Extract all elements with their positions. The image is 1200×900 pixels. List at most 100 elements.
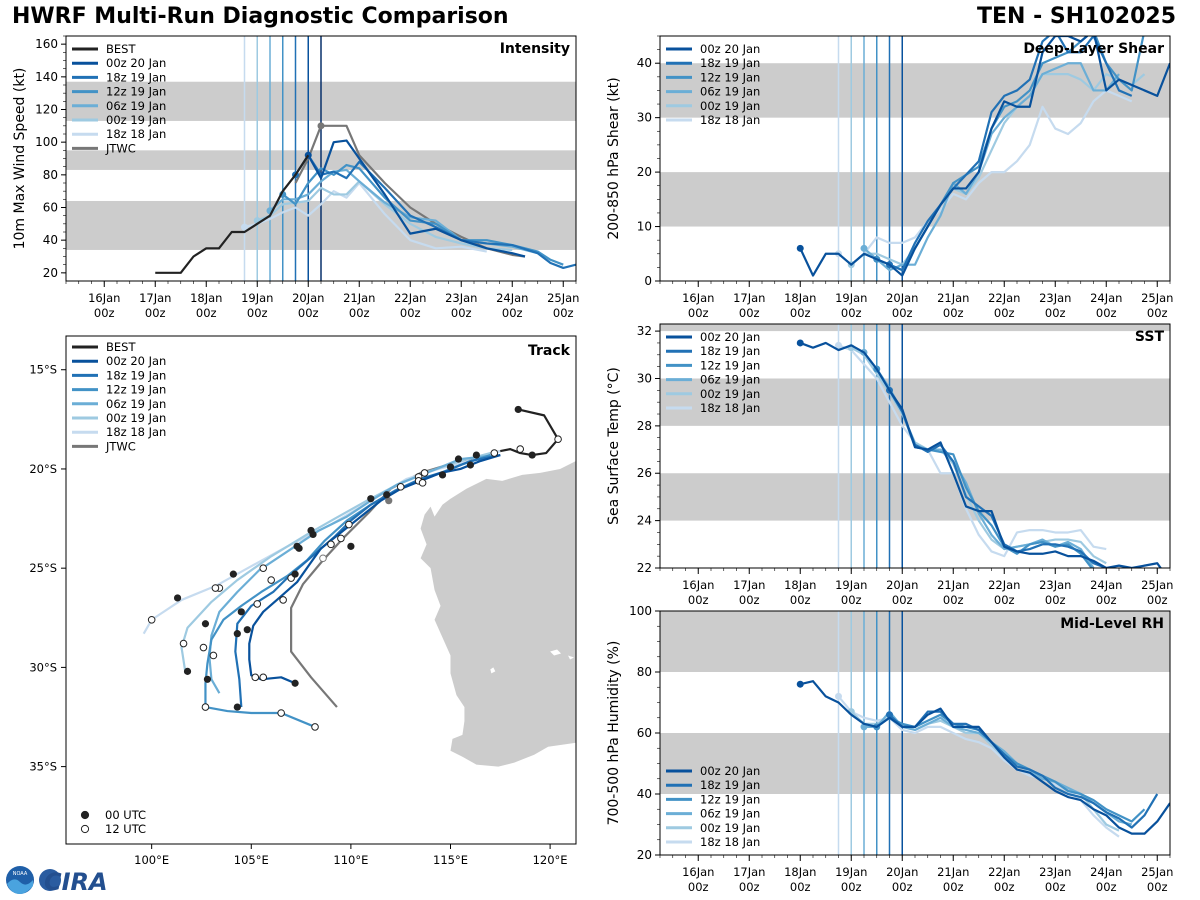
- noaa-wave: [7, 879, 33, 894]
- x-tick-label: 23Jan: [1039, 578, 1071, 592]
- series-line-best: [155, 154, 310, 274]
- x-tick-label: 00z: [943, 306, 964, 320]
- x-tick-label: 19Jan: [835, 578, 867, 592]
- legend-label: 18z 18 Jan: [700, 835, 760, 849]
- series-init-point: [796, 244, 804, 252]
- x-tick-label: 120°E: [533, 853, 568, 867]
- track-marker-00utc: [367, 495, 375, 503]
- track-marker-00utc: [454, 455, 463, 463]
- x-tick-label: 105°E: [234, 853, 269, 867]
- track-marker-12utc: [179, 639, 188, 648]
- x-tick-label: 00z: [1045, 306, 1066, 320]
- panel-rh: 2040608010016Jan00z17Jan00z18Jan00z19Jan…: [606, 604, 1173, 894]
- series-line-06z-19-jan: [864, 710, 1133, 826]
- legend-label: 00z 20 Jan: [700, 42, 760, 56]
- y-tick-label: 22: [637, 561, 652, 575]
- x-tick-label: 115°E: [433, 853, 468, 867]
- series-line-00z-20-jan: [799, 36, 1170, 277]
- x-tick-label: 22Jan: [988, 865, 1020, 879]
- legend-label: 00z 19 Jan: [700, 821, 760, 835]
- x-tick-label: 00z: [502, 306, 523, 320]
- x-tick-label: 00z: [790, 593, 811, 607]
- y-tick-label: 100: [35, 135, 58, 149]
- y-tick-label: 20°S: [29, 462, 57, 476]
- x-tick-label: 25Jan: [547, 291, 579, 305]
- panel-title: SST: [1135, 329, 1165, 345]
- legend-label: 00z 20 Jan: [106, 56, 166, 70]
- x-tick-label: 19Jan: [835, 865, 867, 879]
- series-line-00z-20-jan: [307, 139, 526, 258]
- y-tick-label: 40: [637, 787, 652, 801]
- x-tick-label: 17Jan: [733, 291, 765, 305]
- x-tick-label: 18Jan: [190, 291, 222, 305]
- legend-label: 18z 19 Jan: [700, 344, 760, 358]
- x-tick-label: 24Jan: [1090, 578, 1122, 592]
- track-marker-12utc: [490, 449, 499, 457]
- legend-label: 18z 19 Jan: [106, 368, 166, 382]
- legend-label: 00z 19 Jan: [106, 411, 166, 425]
- threshold-band: [660, 733, 1170, 794]
- series-line-18z-18-jan: [244, 181, 487, 253]
- track-marker-12utc: [516, 445, 525, 453]
- y-tick-label: 140: [35, 70, 58, 84]
- track-marker-12utc: [337, 534, 345, 543]
- threshold-band: [660, 172, 1170, 227]
- track-marker-00utc: [446, 463, 455, 471]
- x-tick-label: 00z: [1096, 593, 1117, 607]
- track-marker-12utc: [147, 615, 156, 624]
- x-tick-label: 00z: [247, 306, 268, 320]
- y-tick-label: 40: [637, 56, 652, 70]
- legend-label: 12z 19 Jan: [106, 85, 166, 99]
- track-marker-12utc: [396, 483, 405, 491]
- track-marker-00utc: [309, 530, 317, 539]
- legend-label: 18z 19 Jan: [700, 778, 760, 792]
- track-marker-00utc: [514, 405, 522, 414]
- track-marker-12utc: [345, 520, 353, 529]
- track-marker-00utc: [203, 675, 212, 683]
- track-marker-12utc: [420, 469, 429, 477]
- legend-label: 00z 20 Jan: [700, 330, 760, 344]
- y-tick-label: 40: [43, 233, 58, 247]
- x-tick-label: 19Jan: [241, 291, 273, 305]
- track-line-best: [500, 408, 560, 457]
- x-tick-label: 00z: [1045, 880, 1066, 894]
- y-tick-label: 28: [637, 419, 652, 433]
- track-marker-12utc: [251, 673, 260, 682]
- y-tick-label: 10: [637, 220, 652, 234]
- x-tick-label: 00z: [94, 306, 115, 320]
- track-marker-12utc: [211, 584, 220, 592]
- threshold-band: [660, 324, 1170, 332]
- y-axis-label: 700-500 hPa Humidity (%): [606, 641, 622, 826]
- x-tick-label: 22Jan: [394, 291, 426, 305]
- track-marker-00utc: [229, 570, 237, 578]
- x-tick-label: 00z: [790, 880, 811, 894]
- x-tick-label: 00z: [298, 306, 319, 320]
- legend-label: 18z 18 Jan: [700, 113, 760, 127]
- legend-label: 00z 20 Jan: [700, 764, 760, 778]
- x-tick-label: 00z: [688, 880, 709, 894]
- track-marker-00utc: [385, 497, 393, 505]
- x-tick-label: 00z: [739, 880, 760, 894]
- panel-title: Deep-Layer Shear: [1023, 41, 1164, 57]
- y-tick-label: 15°S: [29, 363, 57, 377]
- y-tick-label: 80: [637, 665, 652, 679]
- track-marker-12utc: [209, 651, 218, 660]
- series-line-00z-19-jan: [256, 180, 513, 252]
- track-marker-00utc: [233, 703, 241, 711]
- noaa-logo-text: NOAA: [13, 871, 28, 877]
- track-marker-00utc: [466, 461, 475, 469]
- inland-lake: [490, 667, 496, 674]
- legend-label: 18z 19 Jan: [700, 56, 760, 70]
- x-tick-label: 21Jan: [937, 291, 969, 305]
- x-tick-label: 00z: [892, 880, 913, 894]
- series-init-point: [835, 341, 842, 349]
- series-line-00z-20-jan: [799, 341, 1163, 568]
- x-tick-label: 24Jan: [1090, 865, 1122, 879]
- track-marker-12utc: [259, 564, 268, 572]
- track-marker-00utc: [291, 570, 299, 578]
- legend-label: 12z 19 Jan: [700, 358, 760, 372]
- x-tick-label: 25Jan: [1141, 578, 1173, 592]
- x-tick-label: 25Jan: [1141, 865, 1173, 879]
- track-marker-12utc: [201, 703, 210, 711]
